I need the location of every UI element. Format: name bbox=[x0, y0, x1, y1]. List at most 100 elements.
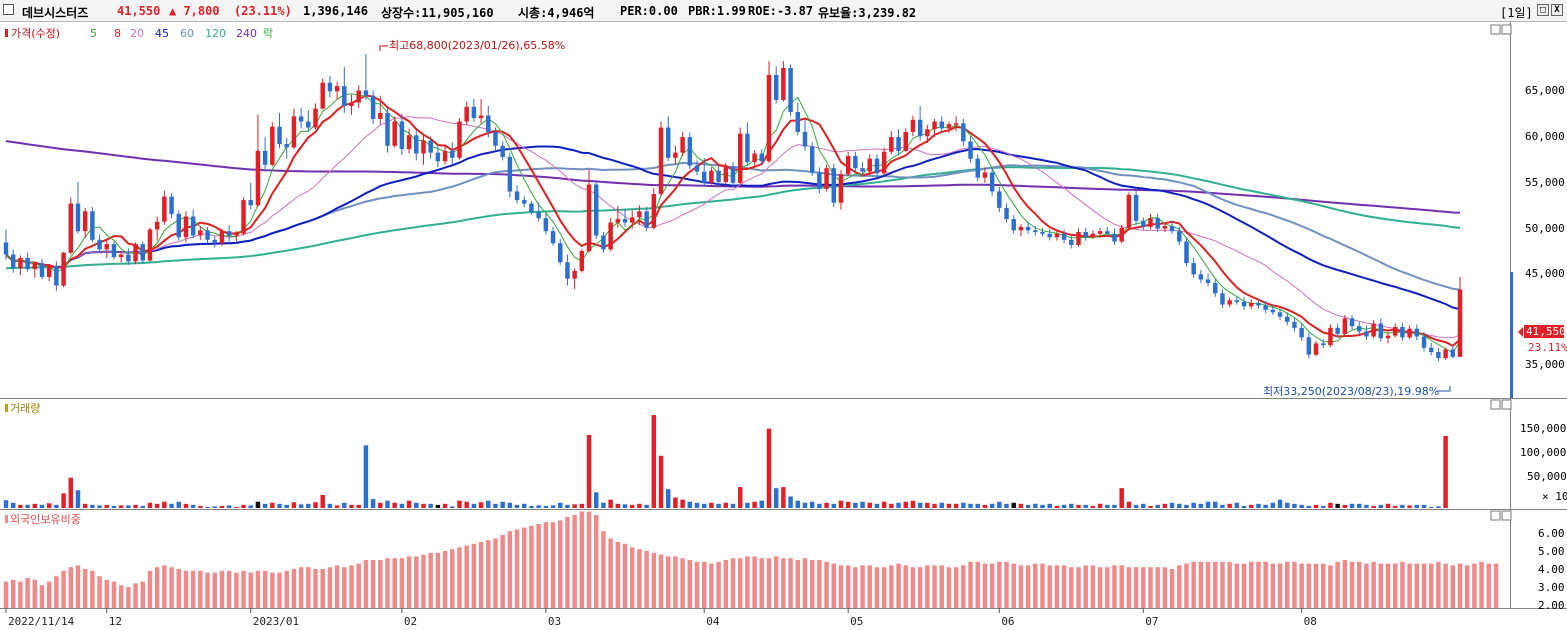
volume-bar bbox=[1148, 505, 1153, 508]
volume-bar bbox=[522, 503, 527, 508]
foreign-bar bbox=[1198, 561, 1204, 608]
foreign-bar bbox=[1090, 565, 1096, 608]
price-change-percent: (23.11%) bbox=[234, 4, 292, 18]
foreign-bar bbox=[1241, 563, 1247, 608]
volume-bar bbox=[1299, 504, 1304, 508]
foreign-bar bbox=[414, 556, 419, 608]
foreign-bar bbox=[262, 570, 268, 608]
candle-body bbox=[1313, 343, 1319, 355]
price-axis: 65,000 60,000 55,000 50,000 45,000 35,00… bbox=[1525, 84, 1565, 371]
candle-body bbox=[1241, 301, 1247, 307]
foreign-bar bbox=[1126, 567, 1132, 608]
foreign-bar bbox=[788, 558, 793, 608]
foreign-bar bbox=[18, 581, 23, 608]
candle-body bbox=[687, 137, 693, 166]
foreign-bar bbox=[989, 563, 995, 608]
candle-body bbox=[572, 270, 577, 279]
low-label: 최저33,250(2023/08/23),19.98% bbox=[1263, 385, 1439, 398]
volume-bar bbox=[1378, 504, 1384, 508]
volume-bar bbox=[608, 499, 613, 508]
candle-body bbox=[975, 158, 980, 178]
foreign-bar bbox=[838, 565, 844, 608]
candle-body bbox=[1018, 226, 1024, 231]
panel-controls[interactable] bbox=[1490, 24, 1512, 521]
candle-body bbox=[241, 200, 246, 234]
volume-bar bbox=[838, 500, 844, 508]
candle-body bbox=[838, 174, 844, 203]
foreign-bar bbox=[975, 561, 980, 608]
maximize-button[interactable]: □ bbox=[1537, 4, 1549, 16]
candle-body bbox=[1184, 241, 1189, 264]
foreign-bar bbox=[1407, 563, 1412, 608]
candle-body bbox=[90, 211, 95, 240]
close-button[interactable]: X bbox=[1551, 4, 1563, 16]
candle-body bbox=[896, 137, 901, 151]
candle-body bbox=[39, 263, 45, 277]
candle-body bbox=[428, 140, 433, 153]
candle-body bbox=[968, 141, 973, 159]
volume-bar bbox=[334, 505, 340, 508]
candle-body bbox=[334, 86, 340, 92]
foreign-bar bbox=[824, 561, 829, 608]
candle-body bbox=[860, 168, 865, 172]
foreign-bar bbox=[450, 549, 455, 608]
candle-body bbox=[1428, 347, 1434, 353]
foreign-bar bbox=[435, 552, 441, 608]
foreign-bar bbox=[97, 576, 102, 608]
candle-body bbox=[1443, 349, 1448, 359]
foreign-bar bbox=[248, 572, 253, 608]
candle-body bbox=[61, 252, 66, 286]
foreign-bar bbox=[306, 567, 311, 608]
foreign-bar bbox=[1421, 563, 1427, 608]
volume-bar bbox=[601, 502, 606, 508]
period-selector[interactable]: [1일] bbox=[1500, 6, 1533, 20]
candle-body bbox=[25, 257, 30, 270]
candle-body bbox=[709, 170, 714, 183]
volume-bar bbox=[378, 502, 383, 508]
foreign-bar bbox=[234, 572, 239, 608]
volume-bar bbox=[961, 502, 966, 508]
stock-chart[interactable]: 가격(수정) 5 8 20 45 60 120 240 락 65,000 60,… bbox=[0, 22, 1567, 630]
volume-bar bbox=[1328, 502, 1333, 508]
foreign-bar bbox=[507, 531, 513, 608]
candle-body bbox=[176, 213, 181, 238]
candle-body bbox=[665, 127, 671, 158]
candle-body bbox=[284, 143, 289, 148]
volume-bar bbox=[709, 502, 714, 508]
foreign-bar bbox=[428, 552, 433, 608]
candle-body bbox=[1162, 225, 1168, 229]
volume-bar bbox=[493, 503, 498, 508]
volume-bar bbox=[133, 504, 138, 508]
volume-bar bbox=[558, 502, 563, 508]
candle-body bbox=[1407, 328, 1412, 338]
candle-body bbox=[1061, 233, 1067, 240]
foreign-bar bbox=[342, 567, 347, 608]
candle-body bbox=[961, 123, 966, 142]
volume-bar bbox=[1061, 504, 1067, 508]
foreign-bar bbox=[802, 558, 808, 608]
candle-body bbox=[1285, 316, 1290, 322]
foreign-bar bbox=[284, 570, 289, 608]
volume-bar bbox=[32, 503, 38, 508]
candle-body bbox=[1270, 309, 1276, 313]
volume-bar bbox=[90, 504, 95, 508]
foreign-bar bbox=[1270, 563, 1276, 608]
price-tick: 60,000 bbox=[1525, 130, 1565, 143]
candle-body bbox=[1392, 327, 1398, 336]
candle-body bbox=[327, 82, 333, 92]
date-axis: 2022/11/14 12 2023/01 02 03 04 05 06 07 08 bbox=[5, 608, 1317, 628]
candle-body bbox=[680, 137, 685, 153]
volume-bar bbox=[1047, 503, 1052, 508]
foreign-bar bbox=[277, 572, 282, 608]
candle-body bbox=[781, 68, 786, 100]
candle-body bbox=[3, 242, 9, 255]
select-checkbox[interactable] bbox=[3, 4, 14, 15]
high-label: 최고68,800(2023/01/26),65.58% bbox=[389, 39, 565, 52]
foreign-bar bbox=[1205, 561, 1211, 608]
candle-body bbox=[248, 200, 253, 206]
foreign-bar bbox=[608, 538, 613, 608]
foreign-bar bbox=[68, 567, 74, 608]
volume-bar bbox=[903, 501, 908, 508]
volume-bar bbox=[723, 502, 729, 508]
candle-body bbox=[1400, 327, 1405, 338]
